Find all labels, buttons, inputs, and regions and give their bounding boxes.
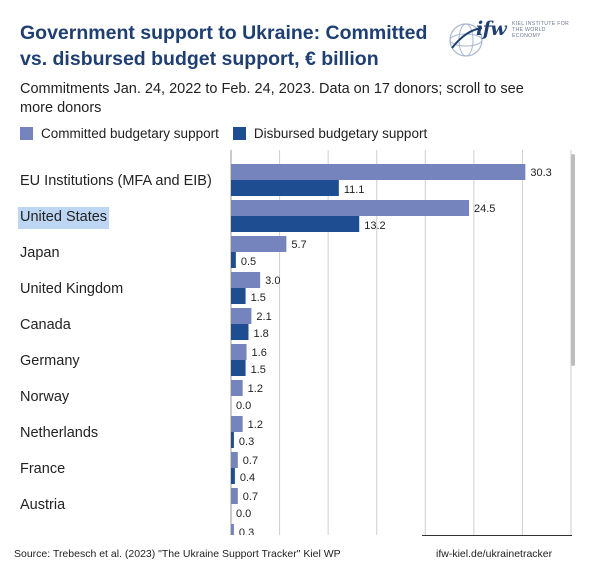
bar-disbursed	[231, 216, 360, 232]
category-label: Canada	[20, 317, 72, 333]
chart-scrollbar[interactable]	[571, 154, 575, 366]
category-label: United States	[20, 209, 107, 225]
chart-legend: Committed budgetary support Disbursed bu…	[20, 126, 441, 141]
value-label-committed: 5.7	[291, 239, 306, 251]
chart-scroll-area[interactable]: EU Institutions (MFA and EIB) 30.3 11.1 Uni…	[0, 150, 591, 535]
bar-disbursed	[231, 360, 246, 376]
legend-label-disbursed: Disbursed budgetary support	[253, 126, 428, 141]
source-url[interactable]: ifw-kiel.de/ukrainetracker	[436, 548, 553, 560]
bar-disbursed	[231, 180, 339, 196]
bar-committed	[231, 200, 469, 216]
bar-committed	[231, 236, 287, 252]
value-label-committed: 0.7	[243, 455, 258, 467]
globe-icon	[449, 23, 483, 57]
value-label-committed: 0.7	[243, 491, 258, 503]
category-label: Norway	[20, 389, 70, 405]
logo-wordmark: ifw	[476, 18, 507, 40]
ifw-logo: ifw KIEL INSTITUTE FOR THE WORLD ECONOMY	[446, 14, 576, 70]
value-label-committed: 3.0	[265, 275, 280, 287]
bar-committed	[231, 272, 261, 288]
bar-committed	[231, 524, 234, 535]
bar-disbursed	[231, 468, 235, 484]
value-label-disbursed: 1.8	[253, 328, 268, 340]
value-label-disbursed: 1.5	[251, 292, 266, 304]
value-label-disbursed: 0.3	[239, 436, 254, 448]
value-label-committed: 1.2	[248, 383, 263, 395]
legend-item-committed: Committed budgetary support	[20, 126, 219, 141]
footer-divider	[422, 535, 572, 536]
bar-disbursed	[231, 432, 234, 448]
bar-committed	[231, 164, 526, 180]
source-note: Source: Trebesch et al. (2023) "The Ukra…	[14, 548, 341, 560]
category-label: Austria	[20, 497, 66, 513]
bar-committed	[231, 308, 252, 324]
category-label: Germany	[20, 353, 80, 369]
logo-tagline: KIEL INSTITUTE FOR THE WORLD ECONOMY	[512, 21, 570, 39]
bar-chart: EU Institutions (MFA and EIB) 30.3 11.1 Uni…	[18, 150, 572, 535]
value-label-disbursed: 1.5	[251, 364, 266, 376]
bar-disbursed	[231, 324, 249, 340]
category-label: Netherlands	[20, 425, 98, 441]
value-label-committed: 30.3	[530, 167, 551, 179]
value-label-committed: 0.3	[239, 527, 254, 535]
chart-title: Government support to Ukraine: Committed…	[20, 22, 428, 70]
value-label-disbursed: 11.1	[344, 184, 365, 196]
value-label-committed: 1.6	[252, 347, 267, 359]
value-label-disbursed: 0.4	[240, 472, 255, 484]
bar-disbursed	[231, 252, 236, 268]
value-label-disbursed: 0.0	[236, 508, 251, 520]
chart-subtitle: Commitments Jan. 24, 2022 to Feb. 24, 20…	[20, 81, 524, 116]
legend-swatch-committed	[20, 127, 33, 140]
value-label-committed: 2.1	[256, 311, 271, 323]
bar-committed	[231, 452, 238, 468]
value-label-disbursed: 0.0	[236, 400, 251, 412]
legend-item-disbursed: Disbursed budgetary support	[232, 126, 428, 141]
value-label-disbursed: 13.2	[364, 220, 385, 232]
legend-swatch-disbursed	[232, 127, 246, 140]
bar-disbursed	[231, 288, 246, 304]
category-label: Japan	[20, 245, 60, 261]
bar-committed	[231, 380, 243, 396]
bar-committed	[231, 344, 247, 360]
category-label: EU Institutions (MFA and EIB)	[20, 173, 212, 189]
bar-committed	[231, 416, 243, 432]
value-label-committed: 1.2	[248, 419, 263, 431]
value-label-disbursed: 0.5	[241, 256, 256, 268]
value-label-committed: 24.5	[474, 203, 495, 215]
category-label: France	[20, 461, 65, 477]
category-label-highlight	[18, 207, 110, 229]
legend-label-committed: Committed budgetary support	[41, 126, 219, 141]
bar-committed	[231, 488, 238, 504]
category-label: United Kingdom	[20, 281, 123, 297]
